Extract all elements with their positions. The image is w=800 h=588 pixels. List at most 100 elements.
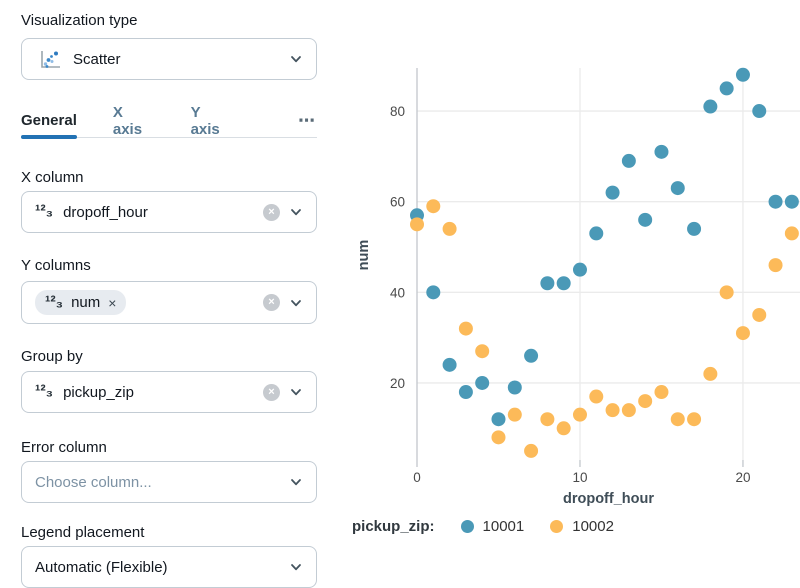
- chevron-down-icon: [289, 560, 303, 574]
- scatter-point[interactable]: [687, 412, 702, 427]
- viz-type-value: Scatter: [73, 50, 121, 68]
- group-by-select[interactable]: ¹²₃ pickup_zip ×: [21, 371, 317, 413]
- scatter-point[interactable]: [638, 394, 653, 409]
- error-column-select[interactable]: Choose column...: [21, 461, 317, 503]
- scatter-point[interactable]: [507, 380, 522, 395]
- scatter-point[interactable]: [735, 326, 750, 341]
- scatter-point[interactable]: [475, 344, 490, 359]
- scatter-point[interactable]: [540, 412, 555, 427]
- tab-x-axis[interactable]: X axis: [112, 103, 143, 138]
- tab-overflow-fade: ⋯: [268, 104, 317, 137]
- scatter-point[interactable]: [670, 181, 685, 196]
- chevron-down-icon: [289, 475, 303, 489]
- clear-icon[interactable]: ×: [263, 203, 280, 221]
- scatter-type-icon: [35, 45, 63, 73]
- y-column-chip-value: num: [71, 294, 101, 311]
- legend-item-10002[interactable]: 10002: [550, 518, 614, 535]
- scatter-point[interactable]: [458, 321, 473, 336]
- scatter-point[interactable]: [426, 285, 441, 300]
- scatter-point[interactable]: [491, 412, 506, 427]
- scatter-point[interactable]: [524, 443, 539, 458]
- y-axis-tick-label: 20: [390, 376, 405, 391]
- chevron-down-icon: [289, 296, 303, 310]
- scatter-point[interactable]: [735, 67, 750, 82]
- y-columns-label: Y columns: [21, 257, 91, 274]
- y-axis-tick-label: 60: [390, 195, 405, 210]
- legend-placement-label: Legend placement: [21, 524, 145, 541]
- y-axis-tick-label: 40: [390, 285, 405, 300]
- error-column-placeholder: Choose column...: [35, 473, 152, 491]
- scatter-point[interactable]: [752, 104, 767, 119]
- remove-chip-icon[interactable]: ×: [108, 294, 117, 311]
- legend-placement-value: Automatic (Flexible): [35, 558, 168, 576]
- scatter-point[interactable]: [654, 144, 669, 159]
- chart-legend: pickup_zip: 10001 10002: [352, 518, 614, 535]
- clear-icon[interactable]: ×: [263, 294, 280, 311]
- scatter-point[interactable]: [621, 403, 636, 418]
- tab-y-axis[interactable]: Y axis: [190, 103, 220, 138]
- chevron-down-icon: [289, 52, 303, 66]
- scatter-point[interactable]: [572, 407, 587, 422]
- group-by-label: Group by: [21, 348, 83, 365]
- scatter-point[interactable]: [719, 81, 734, 96]
- scatter-point[interactable]: [507, 407, 522, 422]
- scatter-point[interactable]: [442, 221, 457, 236]
- scatter-point[interactable]: [654, 385, 669, 400]
- scatter-point[interactable]: [556, 276, 571, 291]
- legend-item-10001[interactable]: 10001: [460, 518, 525, 535]
- scatter-point[interactable]: [605, 185, 620, 200]
- scatter-point[interactable]: [410, 217, 424, 232]
- scatter-point[interactable]: [589, 226, 604, 241]
- error-column-label: Error column: [21, 439, 107, 456]
- scatter-point[interactable]: [556, 421, 571, 436]
- y-axis-tick-label: 80: [390, 104, 405, 119]
- numeric-type-icon: ¹²₃: [35, 383, 54, 400]
- more-tabs-button[interactable]: ⋯: [298, 110, 317, 130]
- scatter-point[interactable]: [703, 366, 718, 381]
- x-axis-tick-label: 0: [413, 470, 421, 485]
- numeric-type-icon: ¹²₃: [45, 293, 64, 311]
- scatter-point[interactable]: [605, 403, 620, 418]
- scatter-point[interactable]: [426, 199, 441, 214]
- scatter-point[interactable]: [768, 194, 783, 209]
- scatter-point[interactable]: [703, 99, 718, 114]
- scatter-point[interactable]: [752, 307, 767, 322]
- scatter-point[interactable]: [540, 276, 555, 291]
- legend-marker-yellow: [550, 520, 564, 533]
- x-column-select[interactable]: ¹²₃ dropoff_hour ×: [21, 191, 317, 233]
- scatter-point[interactable]: [491, 430, 506, 445]
- x-axis-title: dropoff_hour: [563, 491, 654, 507]
- legend-label: 10001: [482, 518, 525, 535]
- tab-general[interactable]: General: [21, 104, 77, 139]
- scatter-point[interactable]: [638, 212, 653, 227]
- legend-marker-blue: [460, 520, 474, 533]
- scatter-point[interactable]: [442, 357, 457, 372]
- scatter-chart: 20 40 60 80 0 10 20 num dropoff_hour: [356, 67, 800, 507]
- scatter-point[interactable]: [589, 389, 604, 404]
- viz-type-select[interactable]: Scatter: [21, 38, 317, 80]
- group-by-value: pickup_zip: [63, 383, 134, 401]
- scatter-point[interactable]: [475, 375, 490, 390]
- y-column-chip[interactable]: ¹²₃ num ×: [35, 290, 127, 315]
- scatter-point[interactable]: [768, 258, 783, 273]
- viz-type-label: Visualization type: [21, 12, 138, 29]
- scatter-point[interactable]: [621, 153, 636, 168]
- scatter-point[interactable]: [524, 348, 539, 363]
- scatter-point[interactable]: [719, 285, 734, 300]
- chevron-down-icon: [289, 205, 303, 219]
- chevron-down-icon: [289, 385, 303, 399]
- legend-title: pickup_zip:: [352, 518, 435, 535]
- scatter-point[interactable]: [784, 226, 799, 241]
- scatter-point[interactable]: [458, 385, 473, 400]
- clear-icon[interactable]: ×: [263, 383, 280, 401]
- x-axis-tick-label: 10: [572, 470, 587, 485]
- tab-bar: General X axis Y axis ⋯: [21, 103, 317, 139]
- y-columns-select[interactable]: ¹²₃ num × ×: [21, 281, 317, 324]
- scatter-point[interactable]: [572, 262, 587, 277]
- scatter-point[interactable]: [687, 221, 702, 236]
- scatter-point[interactable]: [670, 412, 685, 427]
- legend-placement-select[interactable]: Automatic (Flexible): [21, 546, 317, 588]
- x-column-label: X column: [21, 169, 84, 186]
- y-axis-title: num: [356, 240, 372, 271]
- scatter-point[interactable]: [784, 194, 799, 209]
